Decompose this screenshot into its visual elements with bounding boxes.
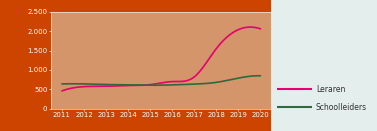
Text: Leraren: Leraren	[316, 85, 345, 94]
Text: Schoolleiders: Schoolleiders	[316, 103, 367, 112]
